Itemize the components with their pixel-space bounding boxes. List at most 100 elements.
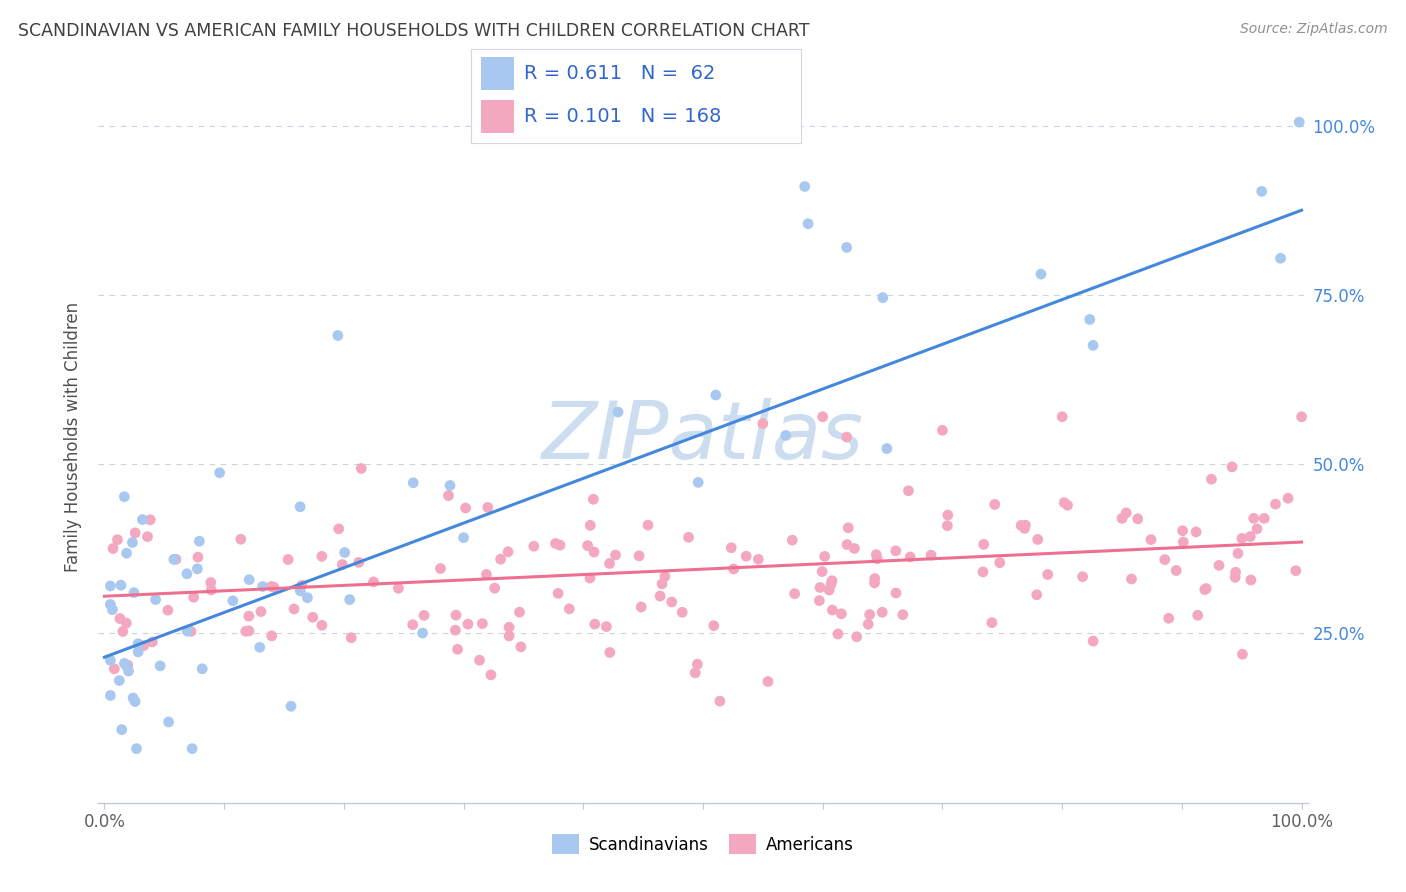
- Point: [981, 615, 1004, 630]
- Point: [747, 552, 769, 566]
- Point: [1036, 567, 1059, 582]
- Point: [897, 483, 920, 498]
- Point: [183, 591, 205, 605]
- Point: [865, 548, 887, 562]
- Point: [101, 603, 124, 617]
- Point: [439, 478, 461, 492]
- Point: [413, 608, 436, 623]
- Point: [437, 489, 460, 503]
- Point: [547, 586, 569, 600]
- Point: [163, 552, 186, 566]
- Point: [156, 603, 179, 617]
- Point: [181, 741, 204, 756]
- Point: [333, 545, 356, 559]
- Point: [124, 525, 146, 540]
- Point: [311, 549, 333, 564]
- Point: [283, 602, 305, 616]
- Point: [260, 579, 283, 593]
- Point: [340, 631, 363, 645]
- Point: [1121, 572, 1143, 586]
- Point: [884, 544, 907, 558]
- Point: [250, 605, 273, 619]
- Point: [238, 609, 260, 624]
- Point: [837, 521, 859, 535]
- Point: [1053, 495, 1076, 509]
- Text: R = 0.101   N = 168: R = 0.101 N = 168: [524, 107, 721, 126]
- Point: [101, 541, 124, 556]
- Point: [709, 694, 731, 708]
- Point: [249, 640, 271, 655]
- Point: [100, 653, 122, 667]
- Point: [1081, 338, 1104, 352]
- Point: [475, 567, 498, 582]
- Point: [1277, 491, 1299, 506]
- Point: [783, 587, 806, 601]
- Point: [339, 592, 361, 607]
- Point: [1239, 530, 1261, 544]
- Point: [1226, 546, 1249, 560]
- Point: [1014, 518, 1036, 533]
- Point: [479, 668, 502, 682]
- Text: R = 0.611   N =  62: R = 0.611 N = 62: [524, 64, 716, 83]
- Point: [131, 513, 153, 527]
- Point: [599, 557, 621, 571]
- Point: [124, 694, 146, 708]
- Point: [1225, 566, 1247, 580]
- Bar: [481, 56, 515, 90]
- Point: [149, 659, 172, 673]
- Point: [471, 616, 494, 631]
- Point: [936, 508, 959, 522]
- Point: [498, 629, 520, 643]
- Point: [180, 624, 202, 639]
- Point: [811, 409, 834, 424]
- Point: [127, 637, 149, 651]
- Point: [678, 530, 700, 544]
- Point: [1223, 570, 1246, 584]
- Point: [548, 538, 571, 552]
- Point: [984, 498, 1007, 512]
- Point: [637, 518, 659, 533]
- Point: [835, 537, 858, 551]
- Point: [973, 537, 995, 551]
- Point: [238, 573, 260, 587]
- Point: [583, 617, 606, 632]
- Point: [1171, 524, 1194, 538]
- Point: [870, 605, 893, 619]
- Point: [115, 546, 138, 560]
- Point: [661, 595, 683, 609]
- Point: [723, 562, 745, 576]
- Point: [1173, 535, 1195, 549]
- Point: [509, 640, 531, 654]
- Point: [107, 533, 129, 547]
- Point: [252, 580, 274, 594]
- Point: [735, 549, 758, 564]
- Point: [117, 664, 139, 678]
- Point: [446, 642, 468, 657]
- Point: [208, 466, 231, 480]
- Point: [188, 534, 211, 549]
- Legend: Scandinavians, Americans: Scandinavians, Americans: [546, 828, 860, 860]
- Point: [1232, 647, 1254, 661]
- Text: ZIPatlas: ZIPatlas: [541, 398, 865, 476]
- Point: [277, 552, 299, 566]
- Point: [835, 430, 858, 444]
- Point: [176, 624, 198, 639]
- Point: [808, 581, 831, 595]
- Point: [260, 629, 283, 643]
- Point: [821, 574, 844, 588]
- Point: [752, 417, 775, 431]
- Point: [191, 662, 214, 676]
- Point: [477, 500, 499, 515]
- Point: [508, 605, 530, 619]
- Point: [1081, 634, 1104, 648]
- Point: [288, 500, 311, 514]
- Point: [1050, 409, 1073, 424]
- Point: [863, 572, 886, 586]
- Point: [311, 618, 333, 632]
- Point: [1140, 533, 1163, 547]
- Point: [1029, 267, 1052, 281]
- Point: [363, 574, 385, 589]
- Point: [688, 475, 710, 490]
- Point: [1185, 524, 1208, 539]
- Point: [720, 541, 742, 555]
